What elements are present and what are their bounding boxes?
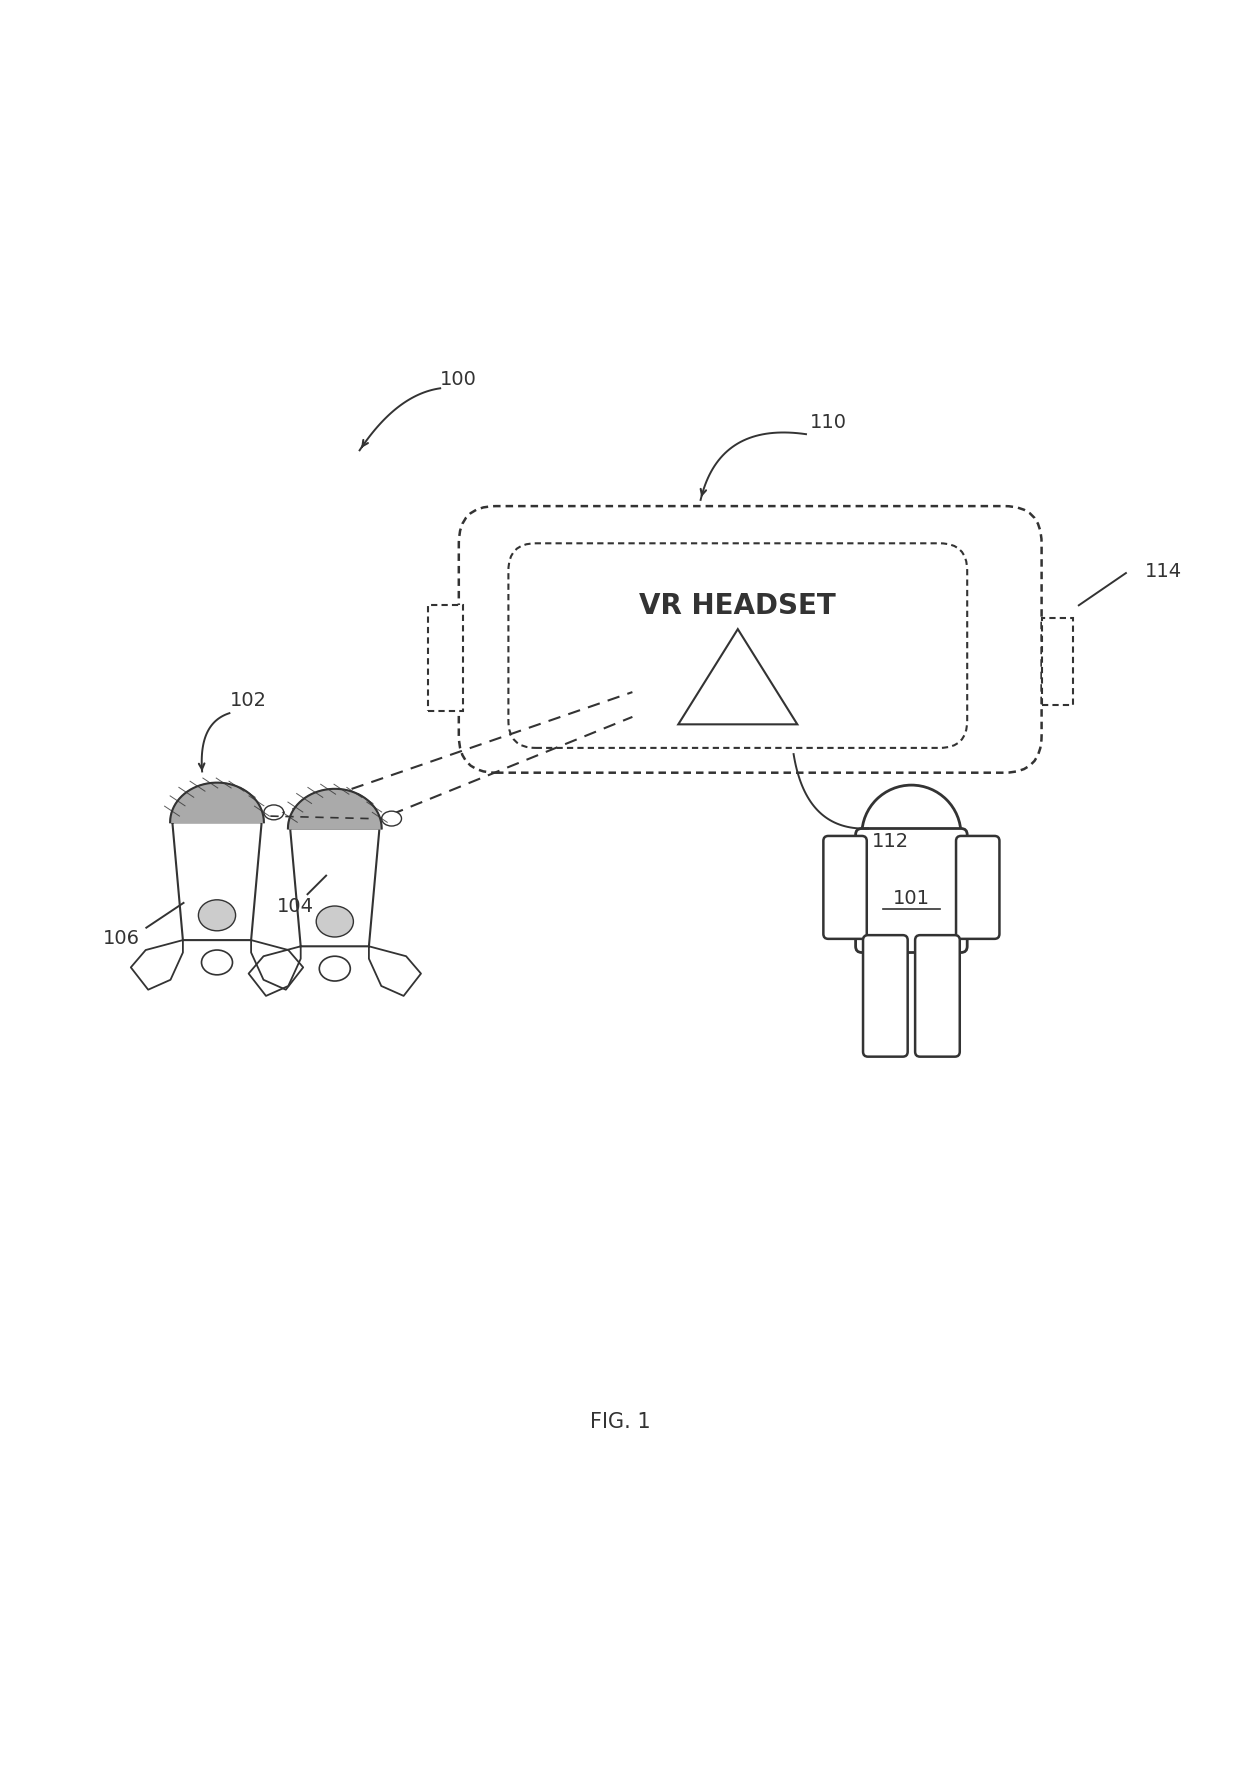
Polygon shape: [288, 789, 382, 829]
Ellipse shape: [382, 811, 402, 827]
Polygon shape: [170, 784, 264, 823]
Ellipse shape: [198, 900, 236, 932]
Polygon shape: [248, 946, 301, 996]
FancyBboxPatch shape: [863, 936, 908, 1057]
Text: 106: 106: [103, 928, 140, 948]
Ellipse shape: [316, 907, 353, 937]
FancyBboxPatch shape: [428, 606, 463, 711]
Text: 104: 104: [277, 896, 314, 916]
FancyBboxPatch shape: [823, 836, 867, 939]
Text: 114: 114: [1145, 561, 1182, 581]
Ellipse shape: [201, 950, 233, 975]
Text: VR HEADSET: VR HEADSET: [640, 592, 836, 620]
Text: 110: 110: [810, 413, 847, 431]
Text: FIG. 1: FIG. 1: [590, 1411, 650, 1431]
Text: 101: 101: [893, 889, 930, 909]
Polygon shape: [370, 946, 422, 996]
Polygon shape: [130, 941, 184, 991]
FancyBboxPatch shape: [459, 506, 1042, 773]
Polygon shape: [290, 829, 379, 946]
Text: 102: 102: [229, 691, 267, 709]
Ellipse shape: [320, 957, 351, 982]
FancyBboxPatch shape: [915, 936, 960, 1057]
Text: 100: 100: [440, 369, 477, 388]
FancyBboxPatch shape: [956, 836, 999, 939]
FancyBboxPatch shape: [1042, 618, 1073, 706]
Polygon shape: [172, 823, 262, 941]
FancyBboxPatch shape: [508, 544, 967, 748]
Ellipse shape: [264, 805, 284, 820]
Text: 112: 112: [872, 832, 909, 852]
Polygon shape: [250, 941, 303, 991]
FancyBboxPatch shape: [856, 829, 967, 953]
